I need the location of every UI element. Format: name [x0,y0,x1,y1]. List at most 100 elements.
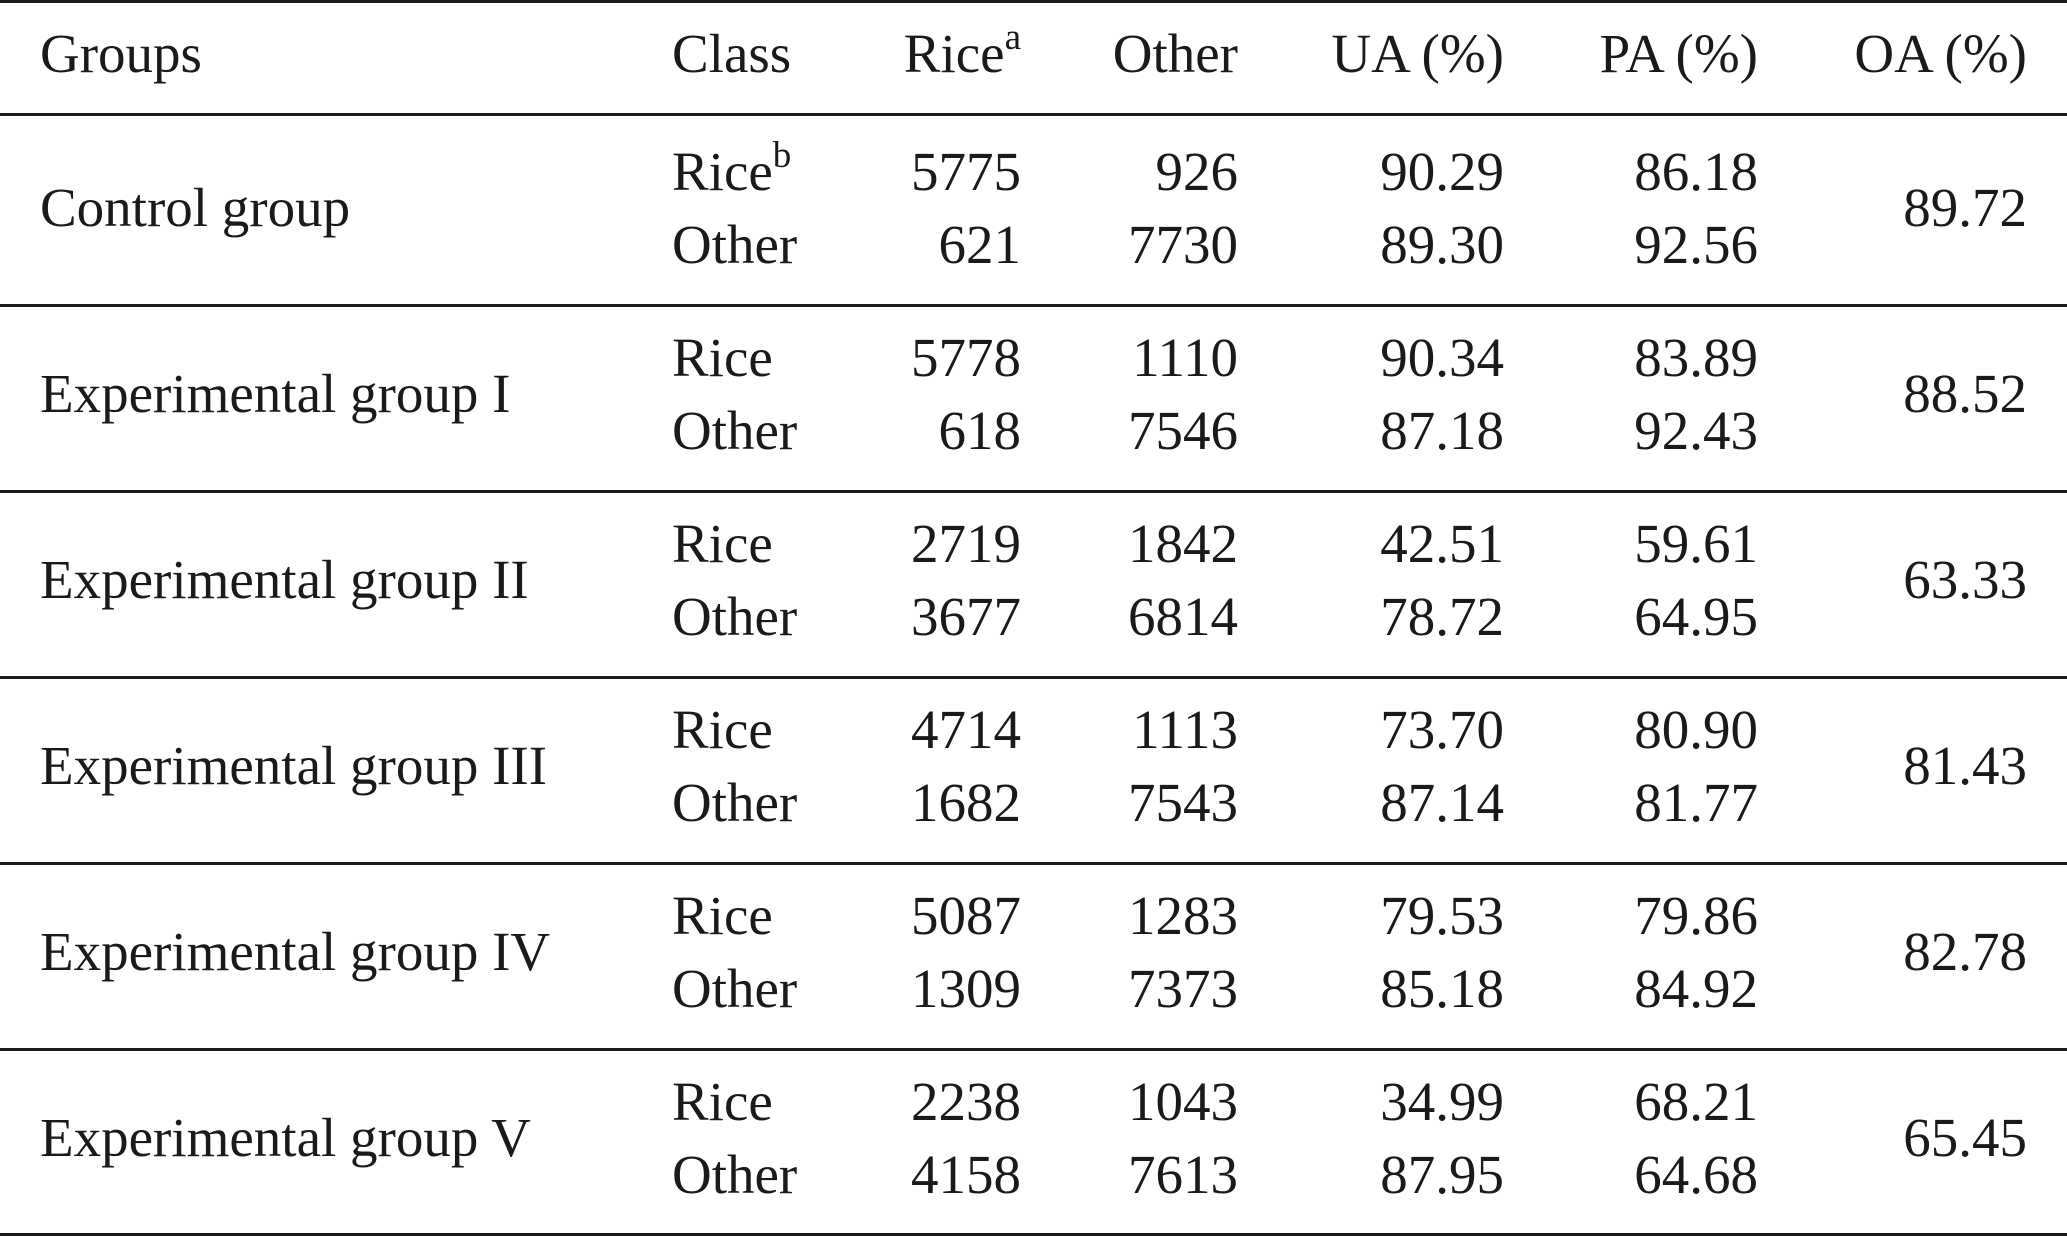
ua-value: 42.51 [1380,513,1504,574]
rice-value: 2719 [911,513,1021,574]
ua-value: 87.14 [1380,772,1504,833]
group-label: Experimental group II [40,549,529,610]
group-separator [0,676,2067,679]
other-value: 6814 [1128,586,1238,647]
other-value: 1283 [1128,885,1238,946]
rice-value: 1309 [911,958,1021,1019]
ua-value: 90.34 [1380,327,1504,388]
pa-value: 84.92 [1634,958,1758,1019]
rice-value: 618 [938,400,1022,461]
group-label: Control group [40,177,351,238]
pa-value: 59.61 [1634,513,1758,574]
other-value: 7543 [1128,772,1238,833]
pa-value: 92.43 [1634,400,1758,461]
oa-value: 89.72 [1903,177,2027,238]
class-label: Riceb [672,137,791,204]
pa-value: 83.89 [1634,327,1758,388]
class-name: Other [672,400,798,461]
class-label: Rice [672,698,773,762]
class-name: Rice [672,699,773,760]
ua-value: 34.99 [1380,1071,1504,1132]
class-label: Rice [672,326,773,390]
pa-value: 86.18 [1634,141,1758,202]
pa-value: 68.21 [1634,1071,1758,1132]
other-value: 1842 [1128,513,1238,574]
bottom-rule [0,1233,2067,1236]
header-groups: Groups [40,23,202,84]
header-rice-label: Rice [903,23,1005,84]
rice-value: 621 [938,214,1022,275]
header-oa: OA (%) [1854,23,2027,84]
oa-value: 88.52 [1903,363,2027,424]
rice-value: 1682 [911,772,1021,833]
rice-value: 3677 [911,586,1021,647]
rice-value: 4714 [911,699,1021,760]
rice-value: 4158 [911,1144,1021,1205]
other-value: 7613 [1128,1144,1238,1205]
group-label: Experimental group I [40,363,511,424]
class-name: Other [672,214,798,275]
header-other: Other [1112,23,1238,84]
other-value: 1043 [1128,1071,1238,1132]
class-name: Other [672,1144,798,1205]
class-label: Other [672,957,797,1021]
group-separator [0,490,2067,493]
oa-value: 63.33 [1903,549,2027,610]
group-separator [0,304,2067,307]
group-label: Experimental group III [40,735,548,796]
class-name: Rice [672,141,773,202]
ua-value: 87.95 [1380,1144,1504,1205]
pa-value: 79.86 [1634,885,1758,946]
class-label: Other [672,399,797,463]
other-value: 7373 [1128,958,1238,1019]
group-label: Experimental group V [40,1107,531,1168]
class-name: Other [672,586,798,647]
ua-value: 89.30 [1380,214,1504,275]
class-label: Rice [672,1070,773,1134]
other-value: 1113 [1132,699,1238,760]
class-label: Rice [672,884,773,948]
pa-value: 81.77 [1634,772,1758,833]
ua-value: 90.29 [1380,141,1504,202]
class-name: Other [672,958,798,1019]
header-ua: UA (%) [1331,23,1504,84]
top-rule [0,0,2067,3]
group-separator [0,1048,2067,1051]
ua-value: 87.18 [1380,400,1504,461]
header-rule [0,113,2067,116]
header-rice-footnote: a [1004,16,1021,58]
group-separator [0,862,2067,865]
other-value: 7546 [1128,400,1238,461]
class-name: Rice [672,513,773,574]
other-value: 1110 [1132,327,1238,388]
oa-value: 81.43 [1903,735,2027,796]
other-value: 7730 [1128,214,1238,275]
class-name: Rice [672,327,773,388]
ua-value: 79.53 [1380,885,1504,946]
class-name: Other [672,772,798,833]
class-name: Rice [672,1071,773,1132]
ua-value: 85.18 [1380,958,1504,1019]
class-label: Other [672,1143,797,1207]
oa-value: 65.45 [1903,1107,2027,1168]
pa-value: 80.90 [1634,699,1758,760]
rice-value: 5778 [911,327,1021,388]
class-label: Other [672,213,797,277]
class-label: Other [672,585,797,649]
header-rice: Ricea [903,19,1021,86]
pa-value: 64.95 [1634,586,1758,647]
class-name: Rice [672,885,773,946]
class-footnote: b [772,134,792,176]
group-label: Experimental group IV [40,921,551,982]
other-value: 926 [1155,141,1239,202]
oa-value: 82.78 [1903,921,2027,982]
ua-value: 78.72 [1380,586,1504,647]
header-pa: PA (%) [1599,23,1758,84]
rice-value: 5087 [911,885,1021,946]
class-label: Rice [672,512,773,576]
pa-value: 92.56 [1634,214,1758,275]
pa-value: 64.68 [1634,1144,1758,1205]
ua-value: 73.70 [1380,699,1504,760]
rice-value: 5775 [911,141,1021,202]
